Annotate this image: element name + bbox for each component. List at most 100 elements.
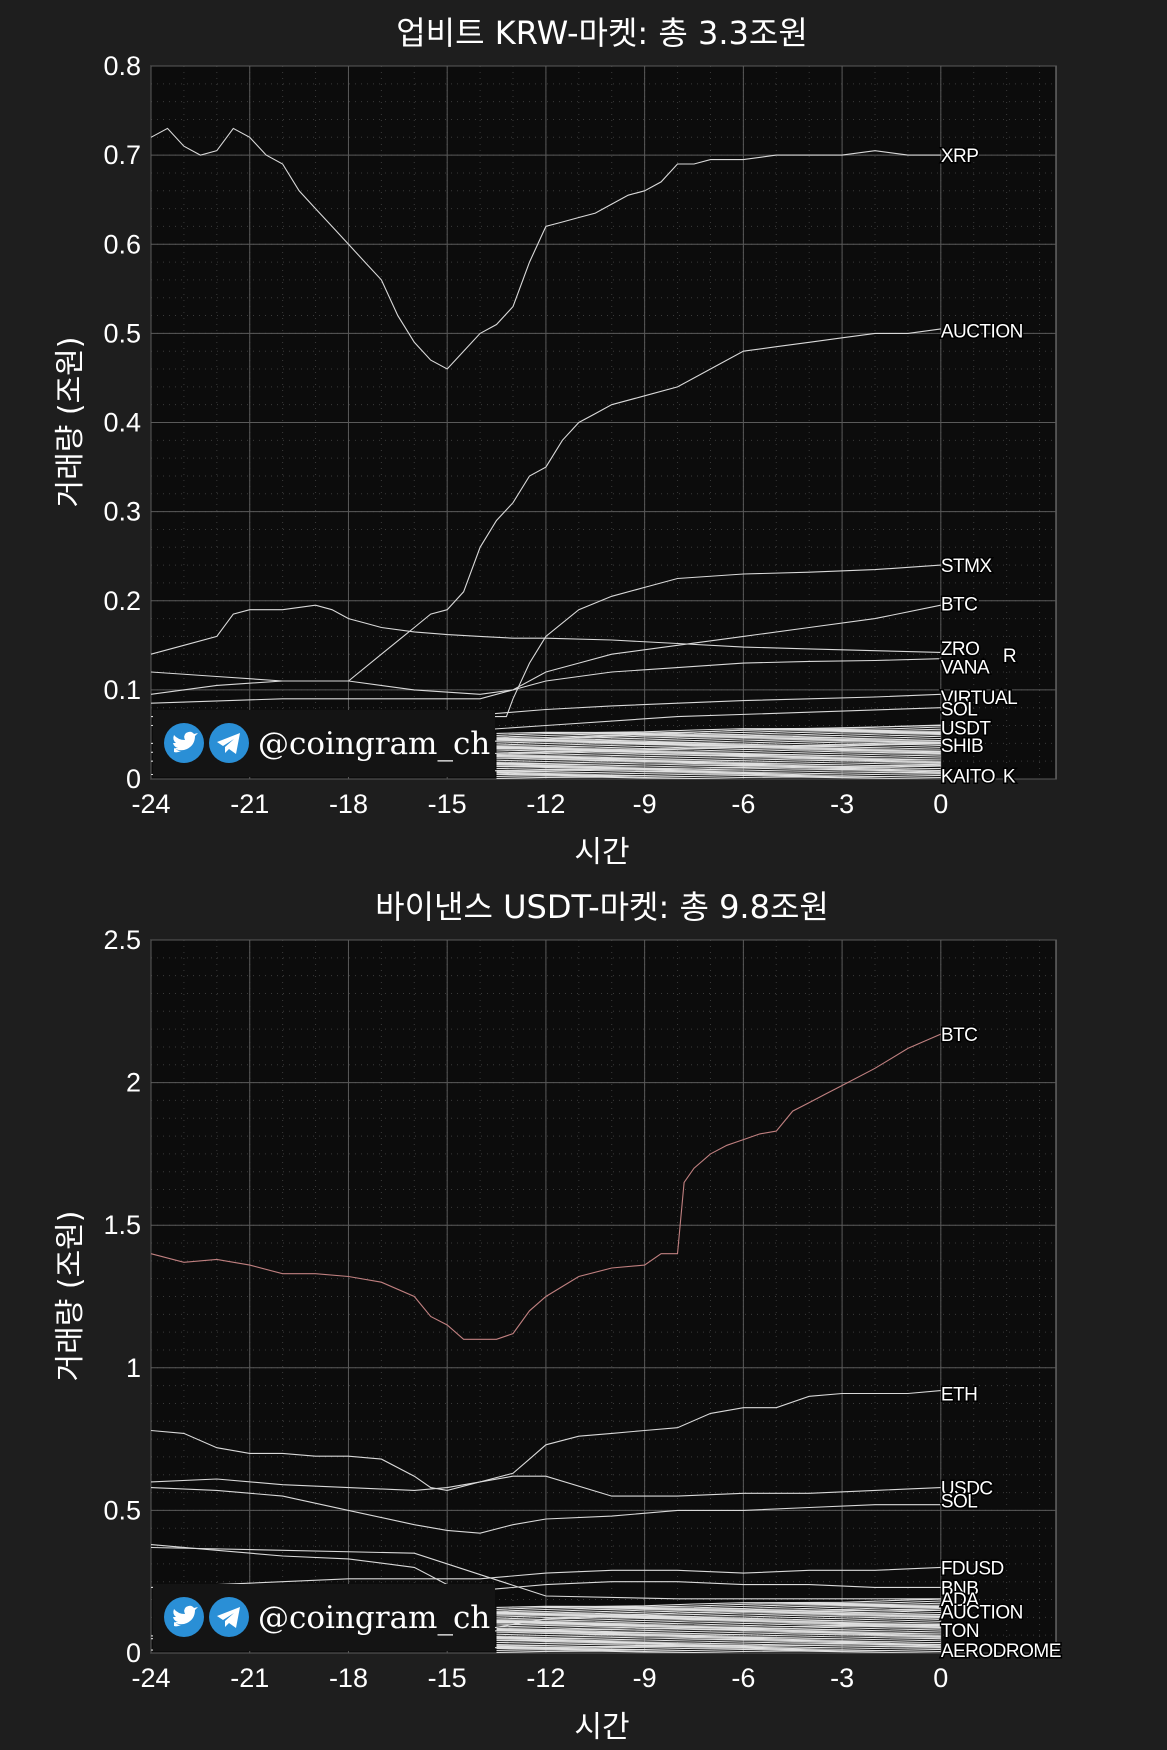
x-tick-label: -18: [329, 1663, 368, 1693]
minor-series-line: [496, 763, 941, 768]
minor-series-line: [496, 776, 941, 779]
minor-series-line: [496, 750, 941, 756]
upbit-chart: 업비트 KRW-마켓: 총 3.3조원 00.10.20.30.40.50.60…: [53, 14, 1057, 870]
series-line-usdc: [150, 1475, 941, 1497]
minor-series-line: [496, 743, 941, 750]
end-label-k: K: [1003, 766, 1016, 787]
minor-series-line: [496, 747, 941, 754]
watermark: @coingram_ch: [153, 710, 495, 777]
series-line-eth: [150, 1390, 941, 1491]
series-layer: [150, 1033, 942, 1653]
y-tick-label: 0: [126, 1638, 141, 1668]
end-label-btc: BTC: [941, 1025, 978, 1046]
end-label-eth: ETH: [941, 1384, 978, 1405]
end-label-zro: ZRO: [941, 639, 980, 660]
minor-series-line: [496, 1605, 941, 1614]
y-tick-label: 0.2: [103, 586, 141, 616]
minor-series-line: [496, 759, 941, 765]
x-tick-label: -6: [731, 789, 755, 819]
x-axis-label: 시간: [574, 835, 629, 870]
y-tick-label: 0.8: [103, 51, 141, 81]
minor-series-line: [496, 774, 941, 778]
y-tick-label: 0.6: [103, 229, 141, 259]
series-line-xrp: [150, 127, 941, 370]
minor-series-line: [496, 1628, 941, 1634]
x-tick-label: -15: [428, 1663, 467, 1693]
x-tick-label: -12: [526, 1663, 565, 1693]
minor-series-line: [496, 753, 941, 759]
minor-series-line: [496, 1639, 941, 1644]
end-label-btc: BTC: [941, 594, 978, 615]
y-tick-labels: 0 0.5 1 1.5 2 2.5: [103, 925, 141, 1668]
minor-series-line: [496, 1619, 941, 1626]
minor-series-line: [496, 765, 941, 770]
x-tick-label: 0: [933, 1663, 948, 1693]
minor-series-line: [496, 1630, 941, 1636]
minor-series-line: [496, 1615, 941, 1622]
end-label-aerodrome: AERODROME: [941, 1641, 1061, 1662]
minor-series-line: [496, 1627, 941, 1633]
telegram-plane-icon: [209, 723, 249, 763]
series-line-btc: [150, 604, 941, 695]
x-tick-label: -6: [731, 1663, 755, 1693]
series-line-auction: [150, 328, 941, 682]
minor-series-line: [496, 1642, 941, 1647]
series-line-zro: [150, 604, 941, 655]
major-grid: [150, 939, 1056, 1654]
minor-series-line: [496, 749, 941, 756]
minor-series-line: [496, 731, 941, 740]
end-label-bnb: BNB: [941, 1578, 979, 1599]
binance-chart: 바이낸스 USDT-마켓: 총 9.8조원 00.511.522.5 -24 -2…: [53, 888, 1063, 1745]
y-tick-label: 0.7: [103, 140, 141, 170]
minor-series-line: [496, 1598, 941, 1608]
series-line-vana: [150, 658, 941, 704]
minor-series-line: [496, 730, 941, 739]
x-tick-label: -9: [633, 789, 657, 819]
minor-series-line: [496, 726, 941, 736]
minor-series-line: [496, 1635, 941, 1640]
y-tick-label: 0: [126, 764, 141, 794]
minor-series-line: [496, 1606, 941, 1615]
minor-series-line: [496, 1624, 941, 1630]
minor-series-line: [496, 1636, 941, 1641]
telegram-plane-shape: [217, 1607, 240, 1628]
minor-series-line: [496, 1644, 941, 1648]
major-grid: [150, 65, 1056, 780]
x-axis-label: 시간: [574, 1710, 629, 1745]
minor-series-line: [496, 1617, 941, 1624]
series-line-fdusd: [150, 1566, 941, 1588]
series-line-ada: [150, 1546, 941, 1600]
y-tick-label: 1: [126, 1353, 141, 1383]
minor-series-line: [496, 1609, 941, 1618]
end-label-usdc: USDC: [941, 1479, 993, 1500]
minor-series-line: [496, 756, 941, 762]
x-tick-label: -21: [230, 1663, 269, 1693]
end-label-xrp: XRP: [941, 146, 979, 167]
y-tick-label: 1.5: [103, 1210, 141, 1240]
chart-title: 업비트 KRW-마켓: 총 3.3조원: [396, 14, 808, 52]
x-tick-label: -24: [131, 1663, 170, 1693]
twitter-bird-shape: [173, 731, 198, 753]
minor-series-line: [496, 1648, 941, 1652]
series-end-labels: XRP AUCTION STMX BTC ZRO R VANA VIRTUALSOLUSDTS…: [939, 145, 1025, 789]
minor-series-line: [496, 1611, 941, 1620]
minor-series-line: [496, 741, 941, 748]
minor-series-line: [496, 762, 941, 767]
end-label-ton: TON: [941, 1621, 979, 1642]
minor-series-line: [496, 1616, 941, 1623]
y-tick-labels: 0 0.1 0.2 0.3 0.4 0.5 0.6 0.7 0.8: [103, 51, 141, 794]
minor-series-line: [496, 1641, 941, 1646]
series-line-bnb: [150, 1544, 941, 1591]
chart-title: 바이낸스 USDT-마켓: 총 9.8조원: [375, 888, 829, 926]
minor-series-line: [496, 1602, 941, 1612]
minor-series-line: [496, 728, 941, 738]
y-tick-label: 0.3: [103, 497, 141, 527]
x-tick-label: 0: [933, 789, 948, 819]
minor-series-line: [496, 1650, 941, 1653]
minor-series-line: [496, 1600, 941, 1610]
minor-series-line: [496, 754, 941, 760]
x-tick-label: -24: [131, 789, 170, 819]
minor-series-line: [496, 745, 941, 752]
